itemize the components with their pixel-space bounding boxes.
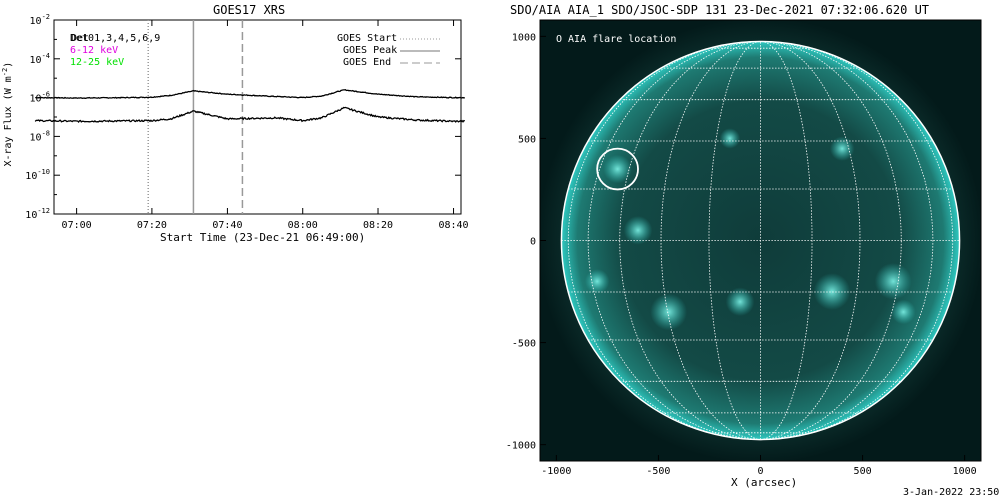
solar-limb [560,40,961,441]
active-region-glow [623,216,653,245]
flare-location-marker [596,147,639,191]
active-region-glow [584,269,610,294]
active-region-glow [725,287,755,317]
longitude-line [660,41,761,440]
goes-xtick-label: 07:00 [62,220,92,231]
legend-start-label: GOES Start [337,33,398,44]
goes-xtick-label: 07:40 [212,220,242,231]
goes-xtick-label: 07:20 [137,220,167,231]
aia-ytick-label: 0 [530,237,536,248]
longitude-line [708,41,761,440]
aia-xlabel: X (arcsec) [731,476,798,489]
active-region-glow [829,136,855,161]
aia-xtick-label: -500 [646,466,670,477]
aia-xtick-label: 0 [757,466,763,477]
active-region-glow [719,128,741,149]
goes-xtick-label: 08:40 [438,220,468,231]
aia-xtick-label: 1000 [953,466,977,477]
active-region-glow [813,273,851,310]
aia-xtick-label: -1000 [541,466,571,477]
legend-end-label: GOES End [343,57,392,68]
aia-title: SDO/AIA AIA_1 SDO/JSOC-SDP 131 23-Dec-20… [510,3,930,17]
aia-legend: O AIA flare location [556,34,677,45]
goes-series-short [34,106,466,123]
aia-ytick-label: 1000 [512,32,536,43]
det-overlay: Det [71,33,90,44]
goes-xtick-label: 08:20 [363,220,393,231]
det-label: Det01,3,4,5,6,9 [70,33,161,44]
goes-title: GOES17 XRS [213,3,286,17]
active-region-glow [603,154,632,184]
aia-ytick-label: -1000 [506,441,536,452]
legend-peak-label: GOES Peak [343,45,398,56]
longitude-line [760,41,813,440]
longitude-line [587,41,761,440]
goes-series-long [35,88,466,99]
band-12-25-label: 12-25 keV [70,57,125,68]
goes-xlabel: Start Time (23-Dec-21 06:49:00) [160,231,366,244]
aia-xtick-label: 500 [854,466,872,477]
band-6-12-label: 6-12 keV [70,45,119,56]
active-region-glow [874,262,912,300]
footer-timestamp: 3-Jan-2022 23:50 [903,487,1000,498]
longitude-line [760,41,934,440]
aia-ytick-label: 500 [518,134,536,145]
longitude-line [760,41,954,440]
longitude-line [760,41,861,440]
active-region-glow [650,293,687,331]
aia-ytick-label: -500 [512,339,536,350]
goes-xtick-label: 08:00 [288,220,318,231]
longitude-line [567,41,761,440]
active-region-glow [891,299,916,325]
